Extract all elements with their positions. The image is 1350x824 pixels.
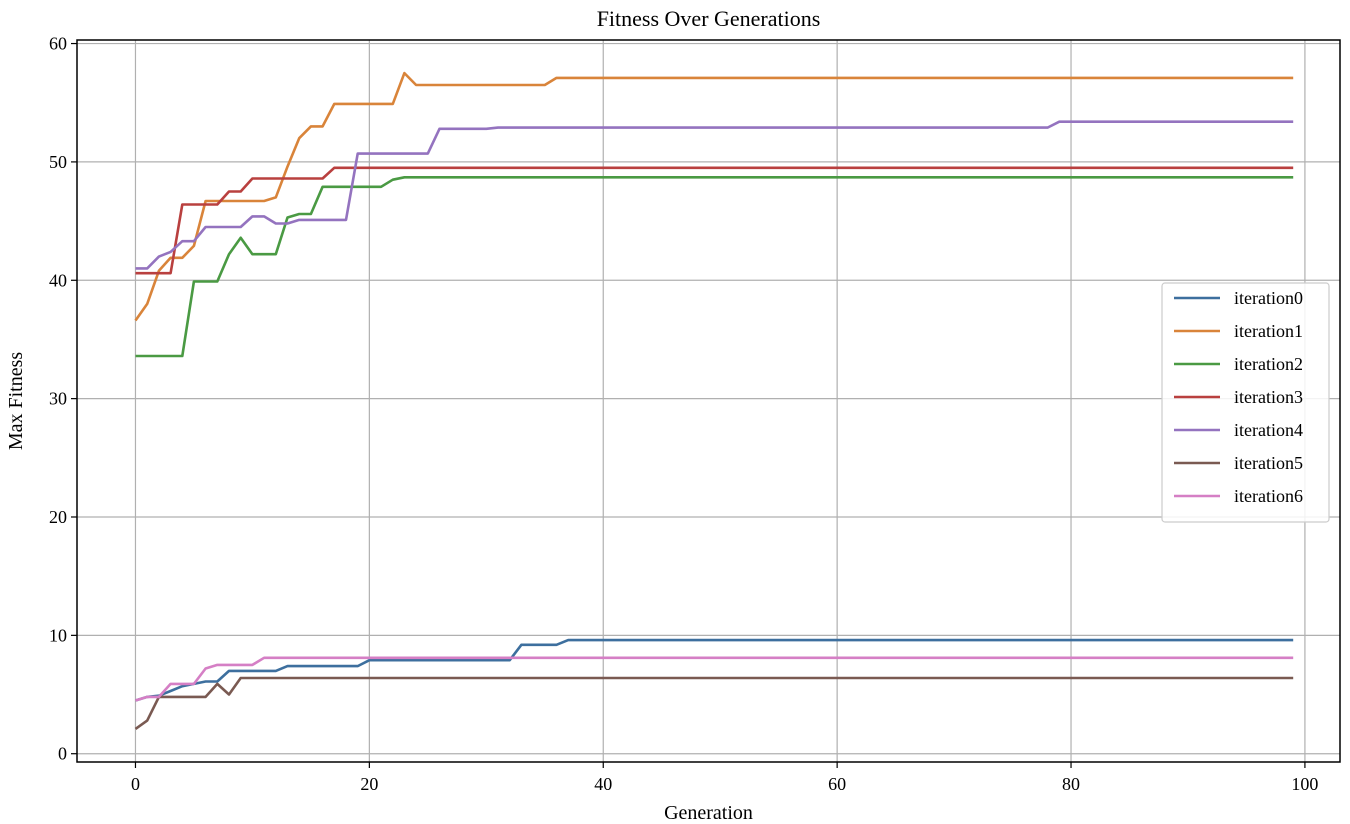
y-tick-label: 60 xyxy=(49,34,67,54)
x-tick-label: 40 xyxy=(594,774,612,794)
series-lines xyxy=(134,71,1294,730)
series-line-iteration1 xyxy=(134,71,1294,322)
series-line-iteration4 xyxy=(135,120,1294,270)
legend: iteration0 iteration1 iteration2 iteration3… xyxy=(1161,282,1330,523)
legend-label: iteration4 xyxy=(1234,420,1303,440)
legend-label: iteration3 xyxy=(1234,387,1303,407)
x-tick-label: 0 xyxy=(131,774,140,794)
grid-lines xyxy=(77,40,1340,762)
legend-label: iteration2 xyxy=(1234,354,1303,374)
y-tick-label: 0 xyxy=(58,744,67,764)
axis-ticks: 0 20 40 60 80 100 0 10 20 30 40 50 60 xyxy=(49,34,1318,794)
x-tick-label: 60 xyxy=(828,774,846,794)
legend-label: iteration1 xyxy=(1234,321,1303,341)
series-line-iteration0 xyxy=(135,638,1294,702)
legend-label: iteration6 xyxy=(1234,486,1303,506)
chart-title: Fitness Over Generations xyxy=(597,6,821,31)
y-tick-label: 40 xyxy=(49,270,67,290)
x-tick-label: 100 xyxy=(1291,774,1318,794)
x-tick-label: 20 xyxy=(360,774,378,794)
y-tick-label: 30 xyxy=(49,389,67,409)
y-tick-label: 50 xyxy=(49,152,67,172)
series-line-iteration2 xyxy=(135,176,1294,358)
y-tick-label: 20 xyxy=(49,507,67,527)
plot-frame xyxy=(76,39,1341,763)
series-line-iteration5 xyxy=(134,676,1294,730)
legend-label: iteration0 xyxy=(1234,288,1303,308)
y-axis-label: Max Fitness xyxy=(5,352,27,451)
series-line-iteration6 xyxy=(135,656,1294,702)
x-tick-label: 80 xyxy=(1062,774,1080,794)
legend-label: iteration5 xyxy=(1234,453,1303,473)
series-line-iteration3 xyxy=(135,166,1294,275)
x-axis-label: Generation xyxy=(664,802,753,824)
y-tick-label: 10 xyxy=(49,625,67,645)
